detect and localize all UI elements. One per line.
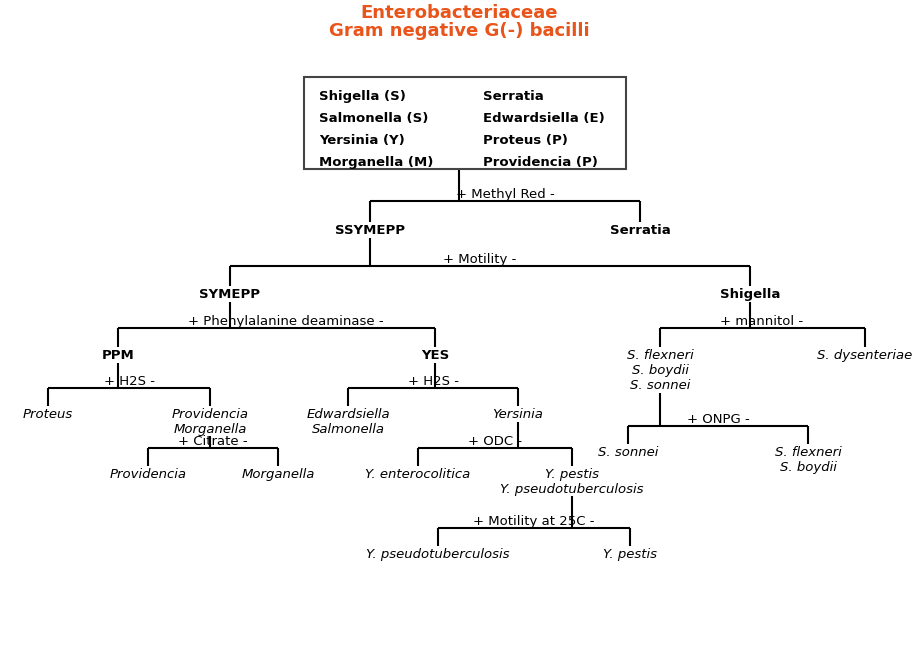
Text: Salmonella (S): Salmonella (S) (319, 112, 429, 125)
Text: Yersinia (Y): Yersinia (Y) (319, 134, 405, 147)
Text: S. sonnei: S. sonnei (598, 446, 658, 459)
Text: Y. enterocolitica: Y. enterocolitica (365, 468, 471, 481)
Text: + H2S -: + H2S - (104, 375, 154, 388)
Text: Yersinia: Yersinia (493, 408, 543, 421)
Text: Providencia
Morganella: Providencia Morganella (172, 408, 249, 436)
Text: + Motility at 25C -: + Motility at 25C - (474, 515, 595, 528)
Text: + Citrate -: + Citrate - (178, 435, 248, 448)
Text: Serratia: Serratia (610, 224, 670, 237)
Text: Serratia: Serratia (483, 90, 543, 103)
Text: Y. pestis
Y. pseudotuberculosis: Y. pestis Y. pseudotuberculosis (500, 468, 644, 496)
Text: S. flexneri
S. boydii
S. sonnei: S. flexneri S. boydii S. sonnei (627, 349, 693, 392)
Text: + ODC -: + ODC - (468, 435, 522, 448)
Text: Enterobacteriaceae: Enterobacteriaceae (360, 4, 558, 22)
Text: + ONPG -: + ONPG - (687, 413, 749, 426)
Text: Shigella: Shigella (720, 288, 780, 301)
Text: Providencia: Providencia (109, 468, 186, 481)
Text: Edwardsiella (E): Edwardsiella (E) (483, 112, 605, 125)
Text: SSYMEPP: SSYMEPP (335, 224, 405, 237)
Text: Morganella: Morganella (241, 468, 315, 481)
Text: PPM: PPM (102, 349, 134, 362)
Text: Shigella (S): Shigella (S) (319, 90, 406, 103)
FancyBboxPatch shape (304, 77, 626, 169)
Text: Morganella (M): Morganella (M) (319, 156, 433, 169)
Text: + Motility -: + Motility - (443, 253, 517, 266)
Text: + mannitol -: + mannitol - (721, 315, 803, 328)
Text: S. flexneri
S. boydii: S. flexneri S. boydii (775, 446, 842, 474)
Text: Y. pestis: Y. pestis (603, 548, 657, 561)
Text: YES: YES (420, 349, 449, 362)
Text: Providencia (P): Providencia (P) (483, 156, 598, 169)
Text: Proteus (P): Proteus (P) (483, 134, 568, 147)
Text: + Methyl Red -: + Methyl Red - (455, 188, 554, 201)
Text: Edwardsiella
Salmonella: Edwardsiella Salmonella (307, 408, 390, 436)
Text: Y. pseudotuberculosis: Y. pseudotuberculosis (366, 548, 509, 561)
Text: Proteus: Proteus (23, 408, 73, 421)
Text: SYMEPP: SYMEPP (199, 288, 261, 301)
Text: + H2S -: + H2S - (408, 375, 458, 388)
Text: S. dysenteriae: S. dysenteriae (817, 349, 912, 362)
Text: Gram negative G(-) bacilli: Gram negative G(-) bacilli (329, 22, 589, 40)
Text: + Phenylalanine deaminase -: + Phenylalanine deaminase - (188, 315, 384, 328)
